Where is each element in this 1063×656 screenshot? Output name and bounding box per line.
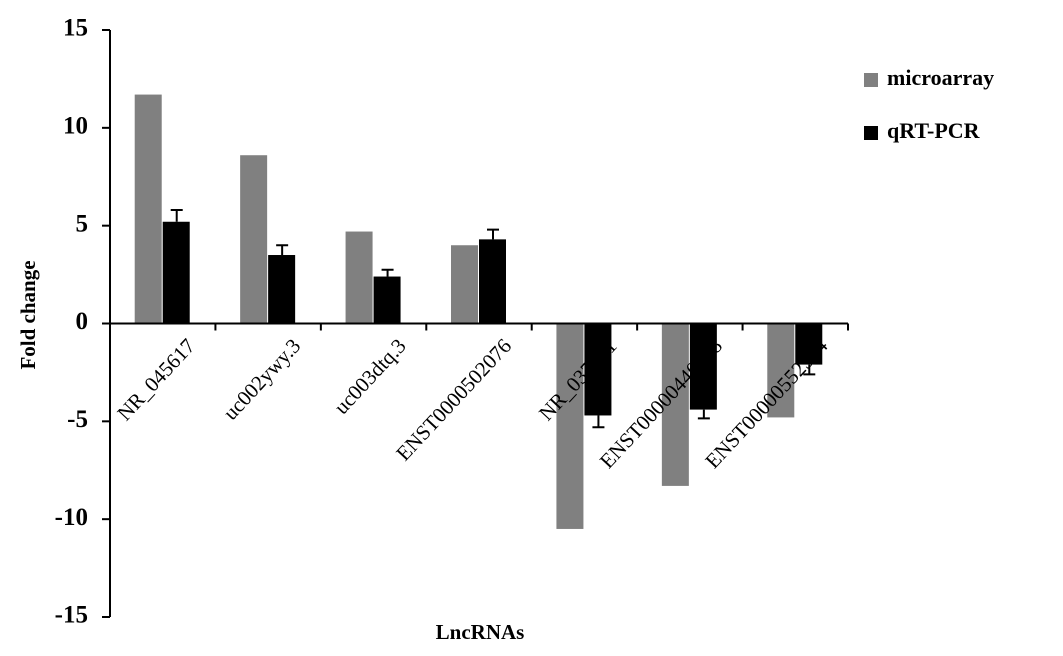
y-tick-label: 15	[63, 15, 88, 42]
error-bar	[697, 409, 710, 420]
bar	[767, 323, 795, 418]
bar	[451, 245, 478, 324]
bar	[162, 221, 190, 324]
x-axis-title: LncRNAs	[436, 620, 525, 644]
error-bar	[592, 415, 605, 429]
error-bar	[487, 228, 499, 240]
bar	[661, 323, 689, 486]
error-bar	[803, 364, 816, 376]
legend-label: microarray	[887, 65, 994, 90]
bar	[345, 231, 373, 324]
bar	[689, 323, 717, 410]
bar	[479, 239, 506, 324]
legend-label: qRT-PCR	[887, 118, 981, 143]
bar	[240, 155, 268, 324]
y-tick-label: -5	[67, 406, 88, 433]
y-tick-label: 10	[63, 113, 88, 140]
bar	[584, 323, 612, 416]
y-tick-label: 0	[76, 308, 89, 335]
legend-swatch	[864, 126, 878, 140]
legend-swatch	[864, 73, 878, 87]
y-axis-title: Fold change	[16, 260, 40, 369]
error-bar	[381, 268, 394, 277]
bar	[373, 276, 401, 324]
x-tick-label: NR_045617	[112, 334, 200, 425]
bar	[134, 94, 162, 324]
error-bar	[276, 244, 289, 256]
y-tick-label: 5	[76, 210, 89, 237]
y-tick-label: -10	[55, 504, 88, 531]
bar	[795, 323, 823, 365]
x-tick-label: ENST0000502076	[391, 334, 516, 466]
bar	[556, 323, 584, 529]
bar	[268, 255, 296, 324]
x-tick-label: uc002ywy.3	[218, 334, 305, 425]
x-tick-label: uc003dtq.3	[329, 334, 411, 419]
error-bar	[170, 209, 183, 222]
y-tick-label: -15	[55, 602, 88, 629]
